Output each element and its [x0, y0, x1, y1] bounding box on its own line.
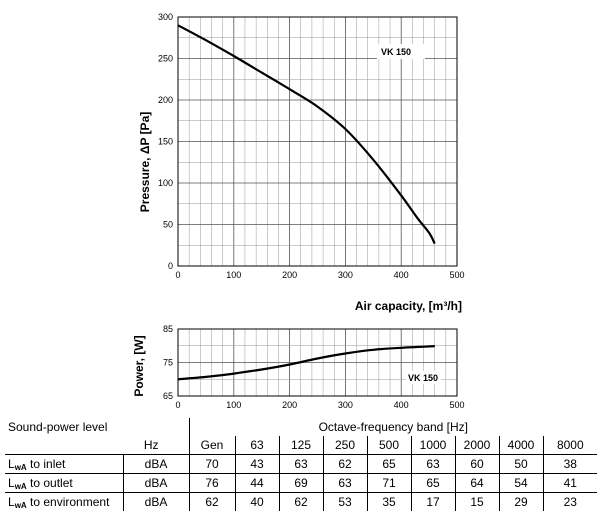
power-curve-vk150	[177, 345, 435, 381]
table-cell: 41	[542, 473, 598, 493]
table-cell: 62	[278, 492, 323, 511]
table-cell: 23	[542, 492, 598, 511]
table-cell: 65	[410, 473, 455, 493]
pressure-curve-vk150	[177, 24, 436, 245]
power-x-tick-label: 500	[449, 400, 464, 410]
table-cell: 63	[278, 454, 323, 474]
power-x-tick-label: 0	[175, 400, 180, 410]
pressure-y-tick-label: 0	[168, 261, 173, 271]
table-cell: 60	[454, 454, 499, 474]
table-cell: 63	[410, 454, 455, 474]
power-y-tick-label: 85	[163, 324, 173, 334]
table-cell: 35	[366, 492, 411, 511]
table-cell: 40	[234, 492, 279, 511]
column-header: 63	[234, 436, 279, 455]
hz-label: Hz	[5, 436, 189, 455]
table-cell: 62	[322, 454, 367, 474]
power-grid	[177, 328, 458, 397]
pressure-y-tick-label: 250	[158, 54, 173, 64]
power-x-tick-label: 200	[282, 400, 297, 410]
table-cell: 62	[188, 492, 235, 511]
power-x-ticks: 0 100 200 300 400 500	[175, 400, 464, 410]
power-plot-frame	[177, 328, 458, 397]
row-unit: dBA	[122, 492, 189, 511]
power-y-tick-label: 65	[163, 391, 173, 401]
table-cell: 43	[234, 454, 279, 474]
power-y-tick-label: 75	[163, 358, 173, 368]
table-cell: 50	[498, 454, 543, 474]
table-cell: 17	[410, 492, 455, 511]
table-cell: 64	[454, 473, 499, 493]
table-cell: 29	[498, 492, 543, 511]
power-y-axis-title: Power, [W]	[132, 335, 146, 396]
pressure-y-tick-label: 200	[158, 95, 173, 105]
power-chart: 0 100 200 300 400 500 65 75 85 Power, [W] VK 15…	[132, 324, 465, 410]
power-x-tick-label: 400	[394, 400, 409, 410]
charts-canvas: 0 100 200 300 400 500 0 50 100 150 200 250 300 Pres…	[132, 12, 465, 410]
column-header: 8000	[542, 436, 598, 455]
column-header: Gen	[188, 436, 235, 455]
row-label: LwA to outlet	[5, 473, 123, 493]
table-cell: 69	[278, 473, 323, 493]
pressure-x-tick-label: 500	[449, 270, 464, 280]
power-y-ticks: 65 75 85	[163, 324, 173, 401]
pressure-x-tick-label: 400	[394, 270, 409, 280]
column-header: 250	[322, 436, 367, 455]
table-row-outlet: LwA to outlet dBA 76 44 69 63 71 65 64 5…	[5, 473, 598, 493]
sound-power-table: Sound-power level Octave-frequency band …	[5, 418, 598, 511]
pressure-series-label: VK 150	[381, 47, 411, 57]
row-label: LwA to inlet	[5, 454, 123, 474]
pressure-series-label-box: VK 150	[377, 44, 425, 59]
pressure-y-axis-title: Pressure, ΔP [Pa]	[138, 112, 152, 212]
column-header: 4000	[498, 436, 543, 455]
pressure-y-tick-label: 100	[158, 178, 173, 188]
pressure-y-ticks: 0 50 100 150 200 250 300	[158, 12, 173, 271]
power-series-label: VK 150	[408, 373, 438, 383]
table-cell: 54	[498, 473, 543, 493]
row-label: LwA to environment	[8, 494, 110, 510]
pressure-chart: 0 100 200 300 400 500 0 50 100 150 200 250 300 Pres…	[138, 12, 465, 313]
table-row-inlet: LwA to inlet dBA 70 43 63 62 65 63 60 50…	[5, 454, 598, 474]
pressure-x-ticks: 0 100 200 300 400 500	[175, 270, 464, 280]
pressure-x-axis-title: Air capacity, [m³/h]	[355, 299, 462, 313]
row-unit: dBA	[122, 454, 189, 474]
table-cell: 71	[366, 473, 411, 493]
table-cell: 15	[454, 492, 499, 511]
table-row-environment: LwA to environment dBA 62 40 62 53 35 17…	[5, 492, 598, 511]
column-header: 2000	[454, 436, 499, 455]
table-cell: 76	[188, 473, 235, 493]
power-series-label-box: VK 150	[406, 371, 441, 384]
pressure-x-tick-label: 200	[282, 270, 297, 280]
row-unit: dBA	[122, 473, 189, 493]
column-header: 125	[278, 436, 323, 455]
pressure-plot-frame	[177, 16, 458, 267]
column-header: 1000	[410, 436, 455, 455]
power-x-tick-label: 300	[338, 400, 353, 410]
table-cell: 38	[542, 454, 598, 474]
table-title-row: Sound-power level Octave-frequency band …	[5, 418, 598, 436]
pressure-y-tick-label: 150	[158, 137, 173, 147]
pressure-x-tick-label: 0	[175, 270, 180, 280]
pressure-x-tick-label: 100	[226, 270, 241, 280]
power-x-tick-label: 100	[226, 400, 241, 410]
table-header-row: Hz Gen 63 125 250 500 1000 2000 4000 800…	[5, 436, 598, 455]
table-cell: 53	[322, 492, 367, 511]
column-header: 500	[366, 436, 411, 455]
table-title: Sound-power level	[8, 420, 108, 434]
pressure-y-tick-label: 300	[158, 12, 173, 22]
table-cell: 63	[322, 473, 367, 493]
table-cell: 65	[366, 454, 411, 474]
band-header: Octave-frequency band [Hz]	[188, 418, 598, 436]
table-cell: 44	[234, 473, 279, 493]
pressure-x-tick-label: 300	[338, 270, 353, 280]
pressure-y-tick-label: 50	[163, 220, 173, 230]
table-cell: 70	[188, 454, 235, 474]
